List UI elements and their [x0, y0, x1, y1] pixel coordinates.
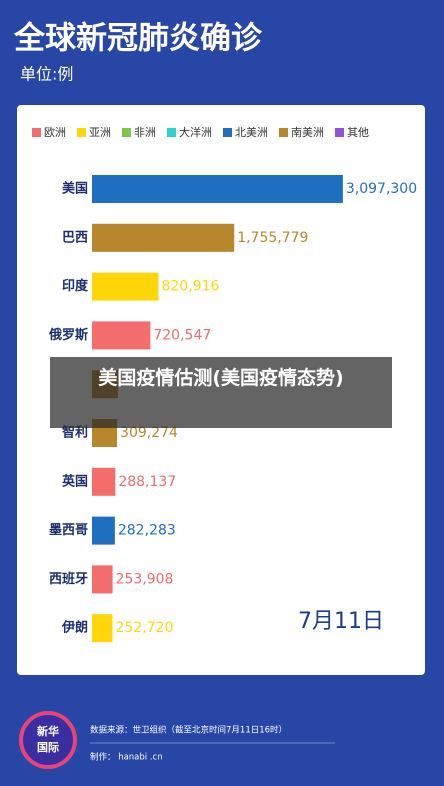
y-tick-label: 俄罗斯	[48, 327, 88, 343]
value-label: 252,720	[115, 620, 173, 636]
chart-title: 全球新冠肺炎确诊	[13, 21, 263, 57]
value-label: 720,547	[153, 327, 211, 343]
y-tick-label: 印度	[62, 278, 89, 294]
credit: 制作： hanabi .cn	[90, 752, 163, 763]
y-tick-label: 墨西哥	[49, 522, 88, 538]
legend-label: 亚洲	[89, 126, 111, 139]
y-tick-label: 美国	[62, 181, 88, 197]
legend-label: 北美洲	[235, 126, 268, 139]
value-label: 282,283	[118, 523, 176, 539]
bar	[92, 272, 159, 301]
logo-text: 新华	[37, 724, 59, 738]
y-tick-label: 巴西	[62, 230, 88, 245]
bar	[92, 516, 115, 545]
legend-label: 欧洲	[44, 126, 66, 139]
y-tick-label: 西班牙	[49, 571, 88, 587]
subtitle: 单位:例	[20, 65, 73, 84]
value-label: 253,908	[116, 571, 174, 587]
value-label: 820,916	[161, 279, 219, 295]
source: 数据来源：世卫组织（截至北京时间7月11日16时）	[90, 725, 287, 736]
legend-label: 大洋洲	[179, 125, 212, 139]
y-tick-label: 英国	[61, 473, 88, 489]
legend-swatch	[223, 128, 232, 137]
logo-text: 国际	[37, 740, 59, 754]
date-label: 7月11日	[298, 609, 384, 634]
value-label: 288,137	[118, 474, 176, 490]
legend-swatch	[167, 128, 176, 137]
bar	[92, 467, 116, 496]
logo	[19, 711, 77, 769]
bar	[92, 614, 113, 643]
legend-swatch	[77, 128, 86, 137]
value-label: 3,097,300	[346, 181, 417, 197]
value-label: 309,274	[120, 425, 178, 441]
legend-swatch	[122, 128, 131, 137]
bar	[92, 565, 113, 594]
legend-swatch	[32, 128, 41, 137]
legend-label: 南美洲	[291, 126, 324, 139]
bar	[92, 321, 151, 350]
bar	[92, 223, 235, 252]
legend-label: 非洲	[134, 126, 156, 139]
legend-swatch	[279, 128, 288, 137]
y-tick-label: 智利	[62, 425, 88, 441]
value-label: 1,755,779	[237, 230, 308, 246]
legend-label: 其他	[347, 126, 369, 139]
y-tick-label: 伊朗	[61, 620, 88, 636]
overlay-caption: 美国疫情估测(美国疫情态势)	[50, 357, 392, 428]
legend-swatch	[335, 128, 344, 137]
bar	[92, 175, 343, 203]
